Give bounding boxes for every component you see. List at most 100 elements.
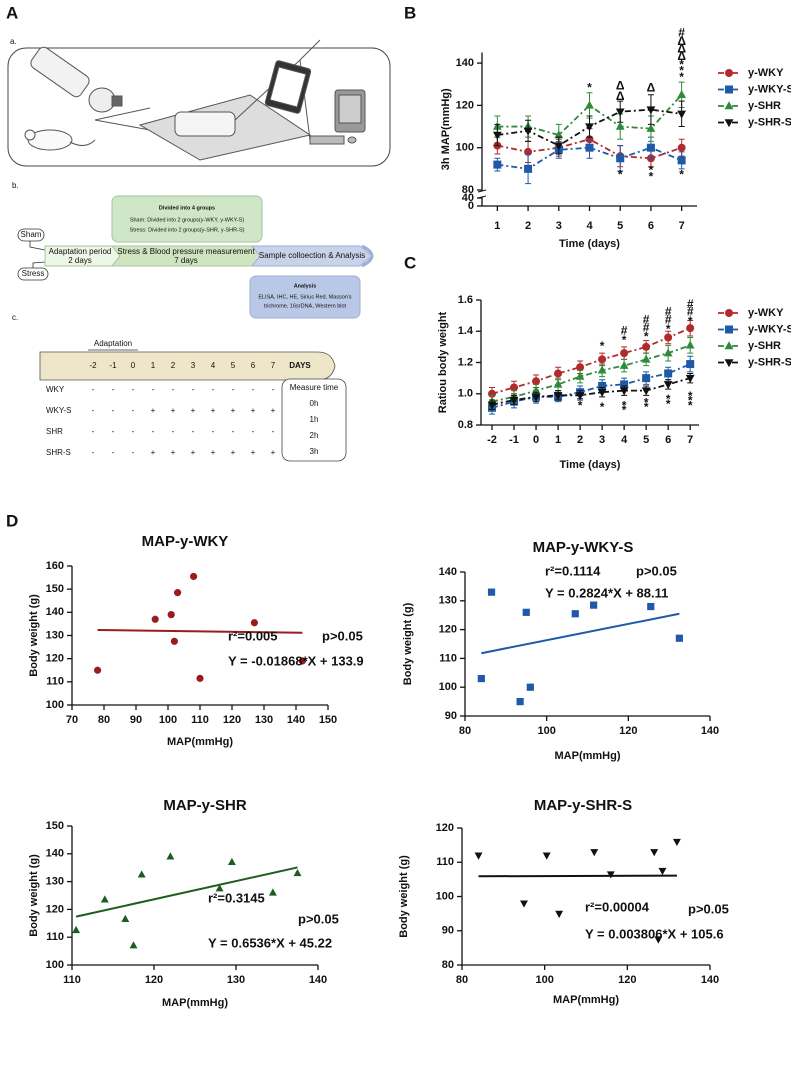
marker bbox=[510, 383, 519, 392]
annotation: * bbox=[688, 389, 693, 403]
annotation: * bbox=[666, 392, 671, 406]
series-line bbox=[491, 327, 691, 395]
x-axis-title: MAP(mmHg) bbox=[167, 736, 233, 748]
marker bbox=[650, 849, 659, 857]
marker bbox=[646, 123, 656, 132]
marker bbox=[166, 852, 175, 860]
y-tick-label: 1.2 bbox=[458, 356, 473, 368]
annotation: * bbox=[587, 81, 592, 95]
legend-marker bbox=[724, 101, 734, 110]
y-tick-label: 120 bbox=[46, 903, 64, 915]
x-axis-title: Time (days) bbox=[559, 238, 620, 250]
annotation: * bbox=[679, 70, 684, 84]
schedule-mark: - bbox=[212, 427, 215, 436]
analysis-box bbox=[249, 275, 361, 319]
timeline-day: 2 bbox=[171, 361, 176, 370]
x-tick-label: 130 bbox=[255, 714, 273, 726]
fit-stat: p>0.05 bbox=[322, 628, 363, 643]
y-axis-title: Body weight (g) bbox=[398, 855, 410, 938]
schedule-mark: + bbox=[171, 448, 176, 457]
marker bbox=[677, 90, 687, 99]
fit-stat: p>0.05 bbox=[298, 911, 339, 926]
y-axis-title: 3h MAP(mmHg) bbox=[440, 88, 452, 170]
schedule-mark: - bbox=[152, 385, 155, 394]
schedule-mark: - bbox=[92, 385, 95, 394]
x-tick-label: 6 bbox=[648, 220, 654, 232]
legend-label: y-SHR-S bbox=[748, 356, 791, 368]
x-tick-label: 140 bbox=[309, 974, 327, 986]
marker bbox=[642, 342, 651, 351]
legend-marker bbox=[724, 119, 734, 128]
x-tick-label: 140 bbox=[701, 974, 719, 986]
marker bbox=[642, 374, 651, 383]
schedule-mark: - bbox=[172, 427, 175, 436]
annotation: # bbox=[687, 297, 694, 311]
marker bbox=[654, 936, 663, 944]
x-tick-label: 80 bbox=[456, 974, 468, 986]
annotation: * bbox=[644, 395, 649, 409]
marker bbox=[524, 164, 533, 173]
series-line bbox=[491, 377, 691, 406]
x-tick-label: 140 bbox=[287, 714, 305, 726]
legend-marker bbox=[725, 325, 733, 334]
y-axis-title: Body weight (g) bbox=[402, 602, 414, 685]
condition-oval bbox=[17, 228, 45, 242]
x-tick-label: -1 bbox=[509, 434, 519, 446]
schedule-mark: + bbox=[231, 406, 236, 415]
annotation: * bbox=[578, 398, 583, 412]
annotation: * bbox=[679, 64, 684, 78]
marker bbox=[151, 615, 159, 623]
condition: Sham bbox=[21, 230, 42, 239]
marker bbox=[298, 657, 306, 665]
legend-marker bbox=[724, 359, 734, 368]
analysis-line: trichrome, 16srDNA, Western blot bbox=[264, 303, 347, 309]
x-tick-label: 3 bbox=[556, 220, 562, 232]
annotation: * bbox=[679, 57, 684, 71]
marker bbox=[94, 666, 102, 674]
schedule-mark: + bbox=[151, 406, 156, 415]
marker bbox=[677, 143, 686, 152]
marker bbox=[672, 838, 681, 847]
marker bbox=[647, 602, 655, 611]
measure-title: Measure time bbox=[290, 383, 339, 392]
schedule-mark: - bbox=[232, 427, 235, 436]
chart-title: MAP-y-WKY-S bbox=[533, 539, 634, 556]
phase-name: Stress & Blood pressure measurement bbox=[117, 247, 255, 256]
y-tick-label: 110 bbox=[436, 856, 454, 868]
annotation: * bbox=[644, 330, 649, 344]
schedule-mark: + bbox=[191, 448, 196, 457]
marker bbox=[598, 355, 607, 364]
fit-stat: r²=0.005 bbox=[228, 628, 278, 643]
marker bbox=[250, 619, 258, 627]
marker bbox=[227, 857, 236, 866]
marker bbox=[641, 387, 651, 396]
annotation: * bbox=[679, 167, 684, 181]
schedule-mark: - bbox=[132, 448, 135, 457]
panel-label: D bbox=[6, 511, 18, 530]
marker bbox=[685, 340, 695, 349]
schedule-mark: + bbox=[211, 406, 216, 415]
schedule-mark: + bbox=[171, 406, 176, 415]
phase-arrow-tip bbox=[361, 244, 374, 268]
annotation: Δ bbox=[616, 79, 625, 93]
schedule-mark: + bbox=[271, 406, 276, 415]
x-tick-label: 110 bbox=[63, 974, 81, 986]
marker bbox=[585, 143, 594, 152]
annotation: Δ bbox=[647, 81, 656, 95]
fit-stat: Y = -0.01868*X + 133.9 bbox=[228, 653, 364, 668]
x-tick-label: 100 bbox=[535, 974, 553, 986]
timeline-day: 5 bbox=[231, 361, 236, 370]
marker bbox=[685, 374, 695, 383]
sub-label: b. bbox=[12, 181, 19, 190]
fit-stat: r²=0.00004 bbox=[585, 899, 650, 914]
schedule-mark: - bbox=[272, 427, 275, 436]
y-tick-label: 40 bbox=[462, 192, 474, 204]
legend-marker bbox=[725, 309, 733, 317]
condition: Stress bbox=[22, 269, 45, 278]
schedule-mark: - bbox=[172, 385, 175, 394]
annotation: * bbox=[644, 400, 649, 414]
chart-title: MAP-y-SHR-S bbox=[534, 797, 632, 814]
schedule-mark: - bbox=[132, 406, 135, 415]
y-tick-label: 0.8 bbox=[458, 419, 473, 431]
